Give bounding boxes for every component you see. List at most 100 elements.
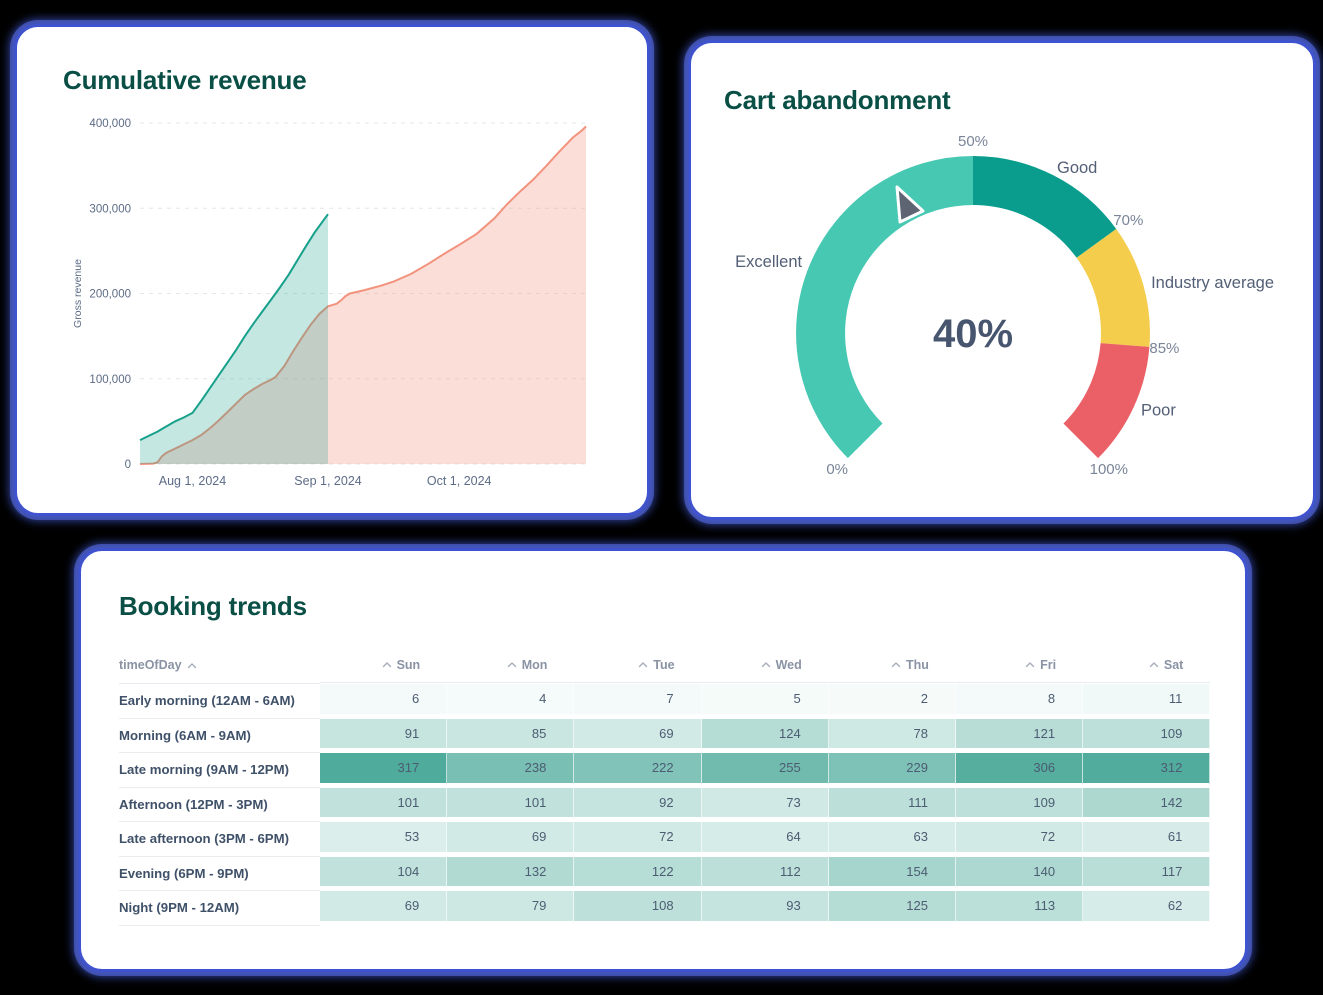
heatmap-cell[interactable]: 255: [701, 753, 829, 785]
heatmap-cell[interactable]: 117: [1083, 856, 1211, 888]
previous-period-line[interactable]: [139, 213, 329, 442]
heatmap-cell[interactable]: 109: [955, 787, 1084, 819]
gauge-segment-industry-average[interactable]: [1076, 229, 1150, 347]
y-tick-label: 200,000: [89, 289, 131, 301]
row-label: Morning (6AM - 9AM): [119, 719, 320, 753]
current-period-area[interactable]: [140, 126, 586, 465]
column-header-label: Sat: [1163, 657, 1184, 672]
current-period-line[interactable]: [139, 125, 587, 465]
sort-caret-icon: [187, 662, 196, 668]
heatmap-cell[interactable]: 69: [320, 891, 448, 923]
x-tick-label: Sep 1, 2024: [294, 474, 361, 488]
heatmap-cell[interactable]: 104: [320, 856, 448, 888]
column-header-mon[interactable]: Mon: [447, 647, 575, 683]
heatmap-cell[interactable]: 121: [955, 718, 1084, 750]
y-tick-label: 100,000: [89, 374, 131, 386]
row-label: Afternoon (12PM - 3PM): [119, 788, 320, 822]
heatmap-cell[interactable]: 108: [574, 891, 702, 923]
heatmap-cell[interactable]: 61: [1083, 822, 1211, 854]
gauge-segment-good[interactable]: [972, 156, 1117, 259]
heatmap-cell[interactable]: 109: [1083, 718, 1211, 750]
gauge-tick-label: 0%: [826, 461, 848, 478]
gauge-tick-label: 50%: [958, 133, 988, 150]
gauge-svg: 0% 50% 70% 85% 100% Excellent Good Industry ave…: [735, 133, 1274, 478]
y-tick-label: 300,000: [89, 203, 131, 215]
heatmap-cell[interactable]: 306: [955, 753, 1084, 785]
heatmap-cell[interactable]: 6: [320, 684, 448, 716]
booking-trends-title: Booking trends: [119, 591, 307, 621]
gauge-needle: [895, 185, 925, 224]
heatmap-cell[interactable]: 72: [955, 822, 1084, 854]
heatmap-cell[interactable]: 132: [447, 856, 575, 888]
column-header-label: Sun: [396, 657, 421, 672]
cumulative-revenue-title: Cumulative revenue: [63, 65, 307, 95]
row-label: Early morning (12AM - 6AM): [119, 684, 320, 719]
cart-abandonment-card: Cart abandonment 0% 50% 70% 85% 100% Excellen…: [688, 40, 1316, 520]
x-tick-label: Oct 1, 2024: [427, 474, 492, 488]
row-label: Late afternoon (3PM - 6PM): [119, 822, 320, 857]
y-axis-label: Gross revenue: [72, 259, 84, 328]
column-header-sun[interactable]: Sun: [320, 647, 448, 683]
row-label: Night (9PM - 12AM): [119, 891, 320, 926]
heatmap-cell[interactable]: 72: [574, 822, 702, 854]
column-header-thu[interactable]: Thu: [828, 647, 956, 683]
cumulative-revenue-chart: 0 100,000 200,000 300,000 400,000 Aug 1, 2024…: [17, 27, 647, 513]
column-header-tue[interactable]: Tue: [574, 647, 702, 683]
sort-caret-icon: [639, 662, 648, 668]
previous-period-area[interactable]: [140, 214, 328, 464]
gauge-value: 40%: [933, 312, 1013, 356]
gauge-segment-poor[interactable]: [1063, 342, 1150, 459]
column-header-fri[interactable]: Fri: [955, 647, 1084, 683]
heatmap-cell[interactable]: 62: [1083, 891, 1211, 923]
heatmap-cell[interactable]: 238: [447, 753, 575, 785]
heatmap-cell[interactable]: 112: [701, 856, 829, 888]
heatmap-cell[interactable]: 79: [447, 891, 575, 923]
heatmap-cell[interactable]: 8: [955, 684, 1084, 716]
column-header-sat[interactable]: Sat: [1083, 647, 1211, 683]
heatmap-cell[interactable]: 122: [574, 856, 702, 888]
column-header-label: Fri: [1040, 657, 1057, 672]
column-header-label: Wed: [775, 657, 802, 672]
heatmap-cell[interactable]: 11: [1083, 684, 1211, 716]
heatmap-cell[interactable]: 78: [828, 718, 956, 750]
heatmap-cell[interactable]: 73: [701, 787, 829, 819]
heatmap-cell[interactable]: 140: [955, 856, 1084, 888]
area-chart-svg: 0 100,000 200,000 300,000 400,000 Aug 1, 2024…: [72, 118, 587, 488]
booking-trends-table: timeOfDay Sun Mon Tue Wed Thu Fri Sat Early morn…: [119, 647, 1211, 926]
sort-caret-icon: [891, 662, 901, 668]
heatmap-cell[interactable]: 142: [1083, 787, 1211, 819]
heatmap-cell[interactable]: 124: [701, 718, 829, 750]
heatmap-cell[interactable]: 101: [320, 787, 448, 819]
column-header-timeofday[interactable]: timeOfDay: [119, 647, 320, 684]
heatmap-cell[interactable]: 91: [320, 718, 448, 750]
heatmap-cell[interactable]: 5: [701, 684, 829, 716]
heatmap-cell[interactable]: 312: [1083, 753, 1211, 785]
heatmap-cell[interactable]: 92: [574, 787, 702, 819]
heatmap-cell[interactable]: 93: [701, 891, 829, 923]
heatmap-cell[interactable]: 53: [320, 822, 448, 854]
sort-caret-icon: [1025, 662, 1035, 668]
column-header-wed[interactable]: Wed: [701, 647, 829, 683]
heatmap-cell[interactable]: 125: [828, 891, 956, 923]
cumulative-revenue-card: Cumulative revenue 0 100,000 200,000 300,00…: [14, 24, 650, 516]
heatmap-cell[interactable]: 63: [828, 822, 956, 854]
booking-trends-card: Booking trends timeOfDay Sun Mon Tue Wed Thu F…: [78, 548, 1248, 972]
heatmap-cell[interactable]: 69: [574, 718, 702, 750]
heatmap-cell[interactable]: 317: [320, 753, 448, 785]
heatmap-cell[interactable]: 85: [447, 718, 575, 750]
heatmap-cell[interactable]: 229: [828, 753, 956, 785]
gauge-segment-excellent[interactable]: [796, 156, 974, 459]
heatmap-cell[interactable]: 69: [447, 822, 575, 854]
heatmap-cell[interactable]: 2: [828, 684, 956, 716]
heatmap-cell[interactable]: 7: [574, 684, 702, 716]
heatmap-cell[interactable]: 111: [828, 787, 956, 819]
heatmap-cell[interactable]: 64: [701, 822, 829, 854]
heatmap-cell[interactable]: 113: [955, 891, 1084, 923]
x-tick-label: Aug 1, 2024: [159, 474, 226, 488]
gauge-segment-label: Excellent: [735, 253, 802, 271]
heatmap-cell[interactable]: 4: [447, 684, 575, 716]
heatmap-cell[interactable]: 222: [574, 753, 702, 785]
heatmap-cell[interactable]: 101: [447, 787, 575, 819]
heatmap-cell[interactable]: 154: [828, 856, 956, 888]
column-header-label: Mon: [521, 657, 548, 672]
